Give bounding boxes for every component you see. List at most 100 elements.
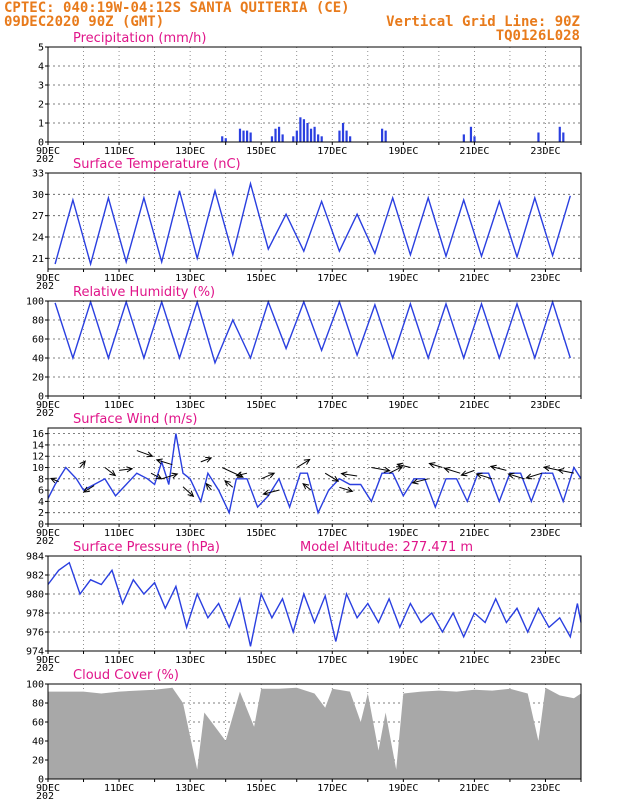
- precip-bar: [299, 117, 302, 142]
- x-tick-label: 23DEC: [530, 146, 560, 157]
- wind-arrow: [83, 485, 95, 493]
- x-tick-label: 19DEC: [388, 528, 418, 539]
- precip-bar: [270, 136, 274, 142]
- x-tick-label: 23DEC: [530, 528, 560, 539]
- y-tick-label: 27: [32, 211, 44, 222]
- wind-arrow: [50, 477, 59, 483]
- precip-bar: [341, 123, 345, 142]
- series-line: [54, 299, 571, 365]
- y-tick-label: 24: [32, 233, 44, 244]
- panel-2: 0 20 40 60 80 100 9DEC 11DEC 13DEC 15DEC 17DEC 19DE…: [26, 285, 582, 419]
- precip-bar: [238, 128, 242, 142]
- wind-arrow-head: [460, 470, 468, 477]
- wind-arrow: [558, 469, 574, 474]
- wind-arrow: [296, 459, 310, 468]
- panel-4: 974 976 978 980 982 984 9DEC 11DEC 13DEC 15DEC 17D…: [26, 540, 582, 674]
- wind-arrow-head: [236, 472, 244, 478]
- wind-arrow: [136, 450, 153, 457]
- wind-arrow: [341, 473, 358, 477]
- x-tick-label: 19DEC: [388, 146, 418, 157]
- precip-bar: [224, 138, 227, 142]
- x-tick-label: 17DEC: [317, 783, 347, 794]
- x-tick-label: 23DEC: [530, 783, 560, 794]
- x-tick-label: 21DEC: [459, 655, 489, 666]
- y-tick-label: 80: [32, 316, 44, 327]
- precip-bar: [221, 136, 224, 142]
- x-tick-label: 11DEC: [104, 783, 134, 794]
- y-tick-label: 984: [26, 552, 44, 563]
- precip-bar: [317, 134, 320, 142]
- y-tick-label: 2: [38, 508, 44, 519]
- wind-arrow-head: [557, 468, 565, 474]
- y-tick-label: 1: [38, 119, 44, 130]
- y-tick-label: 0: [38, 775, 44, 786]
- panel-title: Surface Temperature (nC): [73, 157, 241, 172]
- y-tick-label: 30: [32, 190, 44, 201]
- wind-arrow: [302, 483, 312, 491]
- x-tick-label: 15DEC: [246, 273, 276, 284]
- x-tick-label: 21DEC: [459, 273, 489, 284]
- panel-1: 21 24 27 30 33 9DEC 11DEC 13DEC 15DEC 17DEC 19DEC 2…: [32, 157, 582, 292]
- wind-arrow: [236, 472, 248, 477]
- wind-arrow-head: [340, 471, 348, 478]
- x-tick-label: 21DEC: [459, 146, 489, 157]
- header-code: TQ0126L028: [495, 28, 580, 44]
- precip-bar: [306, 123, 309, 142]
- x-tick-label: 13DEC: [175, 528, 205, 539]
- y-tick-label: 60: [32, 335, 44, 346]
- precip-bar: [313, 126, 316, 142]
- wind-arrow-head: [428, 462, 436, 468]
- wind-arrow: [371, 467, 390, 472]
- precip-bar: [245, 130, 249, 142]
- y-tick-label: 12: [32, 452, 44, 463]
- x-tick-label: 11DEC: [104, 400, 134, 411]
- wind-arrow-head: [155, 473, 163, 480]
- source-label: CPTEC:: [4, 0, 55, 16]
- x-tick-label: 21DEC: [459, 400, 489, 411]
- x-tick-label: 9DEC: [36, 273, 60, 284]
- wind-arrow: [205, 483, 212, 491]
- panel-title: Surface Wind (m/s): [73, 412, 197, 427]
- panel-annotation: Model Altitude: 277.471 m: [300, 540, 473, 555]
- y-tick-label: 60: [32, 718, 44, 729]
- wind-arrow: [526, 472, 543, 479]
- wind-arrow: [263, 489, 280, 495]
- precip-bar: [274, 128, 277, 142]
- y-tick-label: 4: [38, 62, 44, 73]
- year-label: 202: [36, 154, 54, 165]
- y-tick-label: 974: [26, 647, 44, 658]
- panel-frame: [47, 683, 582, 780]
- location-label: 040:19W-04:12S SANTA QUITERIA (CE): [63, 0, 350, 16]
- wind-arrow: [182, 486, 194, 497]
- x-tick-label: 13DEC: [175, 400, 205, 411]
- x-tick-label: 19DEC: [388, 655, 418, 666]
- wind-arrow-head: [146, 451, 154, 458]
- panel-frame: [47, 46, 582, 143]
- wind-arrow-head: [126, 466, 134, 473]
- panel-5: 0 20 40 60 80 100 9DEC 11DEC 13DEC 15DEC 17DEC 19DE…: [26, 668, 582, 800]
- y-tick-label: 20: [32, 756, 44, 767]
- panel-frame: [47, 427, 582, 525]
- wind-arrow: [261, 472, 275, 480]
- year-label: 202: [36, 663, 54, 674]
- x-tick-label: 15DEC: [246, 655, 276, 666]
- x-tick-label: 19DEC: [388, 783, 418, 794]
- x-tick-label: 23DEC: [530, 655, 560, 666]
- x-tick-label: 15DEC: [246, 400, 276, 411]
- x-tick-label: 13DEC: [175, 146, 205, 157]
- wind-arrow-head: [82, 486, 90, 493]
- wind-arrow-head: [224, 480, 231, 487]
- wind-arrow: [324, 472, 339, 482]
- wind-arrow-head: [346, 486, 354, 493]
- y-tick-label: 0: [38, 520, 44, 531]
- y-tick-label: 8: [38, 474, 44, 485]
- x-tick-label: 9DEC: [36, 528, 60, 539]
- y-tick-label: 0: [38, 138, 44, 149]
- y-tick-label: 21: [32, 254, 44, 265]
- wind-arrow-head: [507, 472, 515, 479]
- year-label: 202: [36, 791, 54, 800]
- panel-title: Surface Pressure (hPa): [73, 540, 220, 555]
- precip-bar: [349, 136, 352, 142]
- wind-arrow: [476, 473, 493, 480]
